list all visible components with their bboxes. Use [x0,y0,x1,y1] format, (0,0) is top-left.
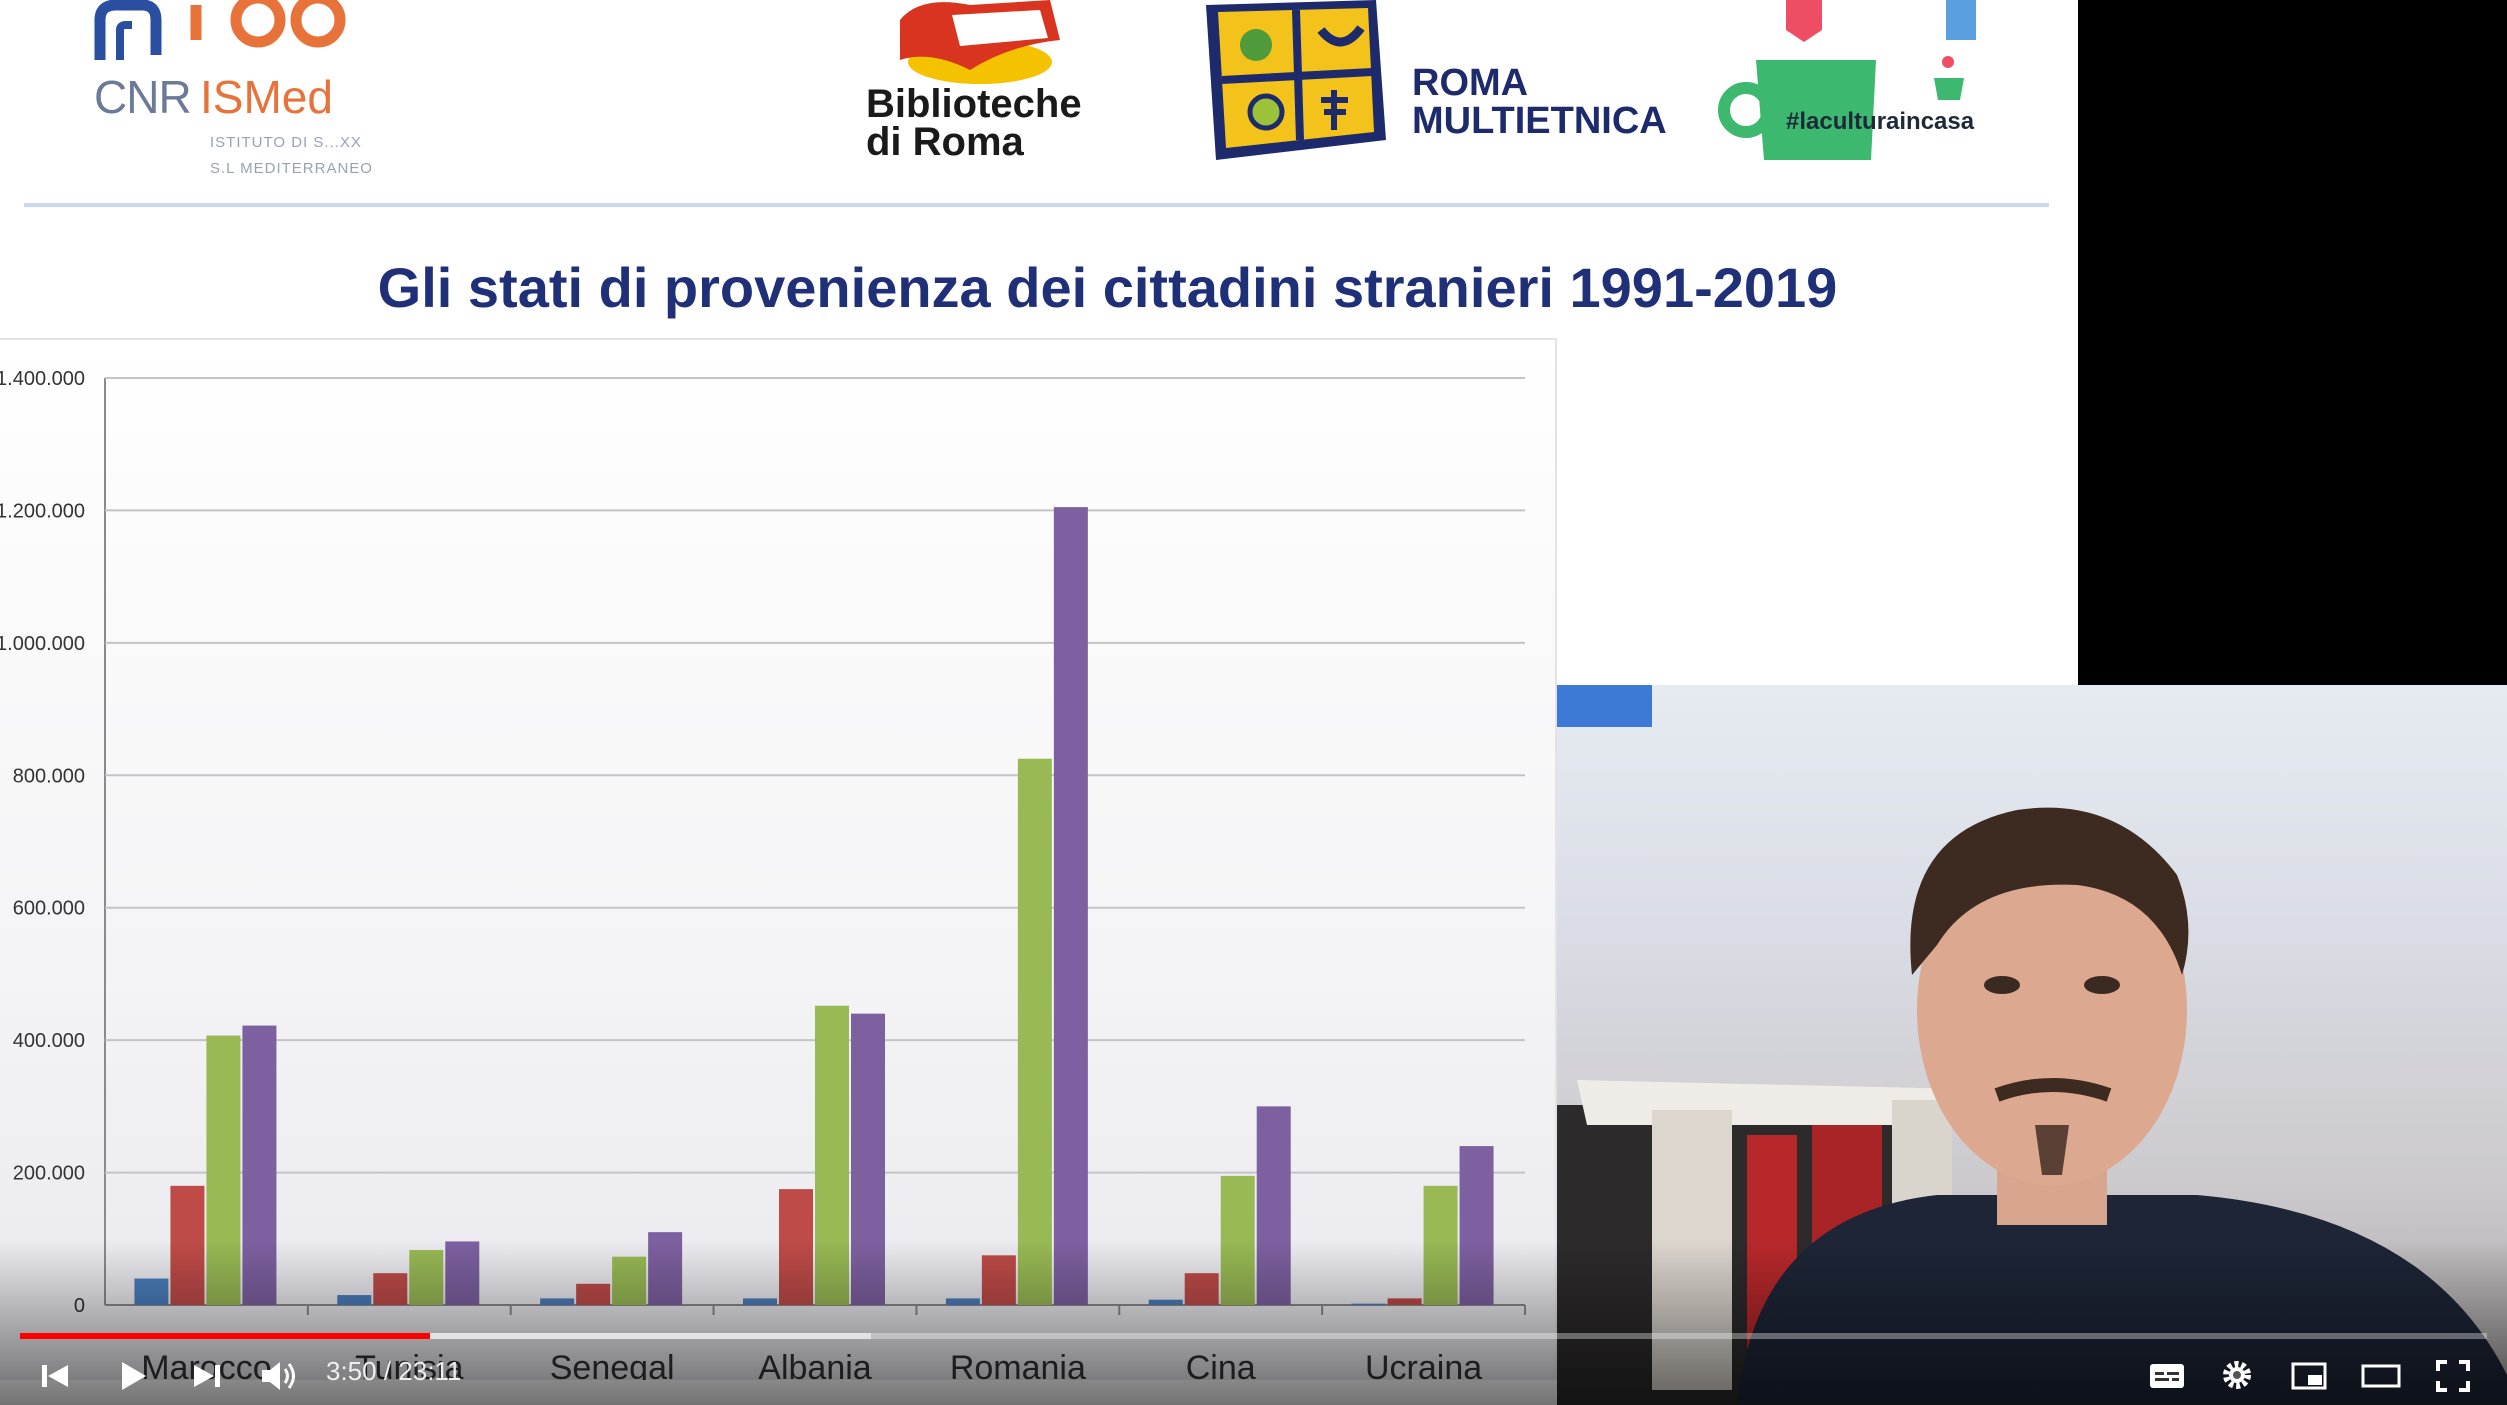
bar [1017,758,1052,1305]
y-tick-label: 600.000 [13,898,85,920]
subtitles-button[interactable] [2144,1354,2190,1398]
roma-multietnica-logo: ROMA MULTIETNICA [1196,0,1676,165]
speaker-hair [1910,807,2189,975]
mug-icon [1718,0,1976,160]
cnr-wordmark: CNR [94,71,192,123]
cultura-hashtag: #laculturaincasa [1786,108,1975,135]
slide-title: Gli stati di provenienza dei cittadini s… [377,256,1838,319]
ismed-wordmark: ISMed [200,71,333,123]
speaker-face [1917,835,2187,1185]
y-tick-label: 1.000.000 [0,633,85,655]
play-button[interactable] [108,1352,156,1400]
cnr-ismed-logo: CNR 100 ISMed ISTITUTO DI S...XX S.L MED… [86,0,406,185]
chart-panel: 0200.000400.000600.000800.0001.000.0001.… [0,338,1557,1380]
y-tick-label: 800.000 [13,765,85,787]
next-button[interactable] [184,1356,230,1396]
biblioteche-line2: di Roma [866,120,1024,164]
book-icon [900,0,1060,84]
speaker-eye [1984,976,2020,994]
cnr-subtitle-line2: S.L MEDITERRANEO [210,160,373,177]
progress-bar[interactable] [20,1333,2487,1339]
theater-icon [2361,1364,2401,1388]
chart-bars [134,507,1494,1305]
y-axis-labels: 0200.000400.000600.000800.0001.000.0001.… [0,368,85,1317]
progress-buffered [20,1333,872,1339]
previous-icon [42,1365,68,1387]
progress-played [20,1333,430,1339]
play-icon [122,1362,146,1390]
fullscreen-icon [2436,1360,2470,1392]
multietnica-emblem-icon [1206,0,1386,160]
gear-icon [2223,1361,2251,1389]
settings-button[interactable] [2214,1352,2260,1398]
speaker-moustache [1994,1078,2112,1102]
volume-icon [262,1362,295,1390]
controls-overlay [0,1240,2507,1405]
miniplayer-button[interactable] [2286,1354,2332,1398]
y-tick-label: 1.400.000 [0,368,85,390]
next-icon [194,1365,220,1387]
header-divider [24,203,2049,207]
biblioteche-line1: Biblioteche [866,82,1082,126]
bar-chart: 0200.000400.000600.000800.0001.000.0001.… [0,368,1526,1380]
y-tick-label: 400.000 [13,1030,85,1052]
previous-button[interactable] [32,1356,78,1396]
y-tick-label: 200.000 [13,1163,85,1185]
subtitles-icon [2150,1364,2184,1388]
roma-multietnica-line1: ROMA [1412,62,1529,104]
miniplayer-icon [2291,1362,2327,1390]
speaker-eye [2084,976,2120,994]
fullscreen-button[interactable] [2430,1354,2476,1398]
la-cultura-in-casa-logo: #laculturaincasa [1706,0,2006,165]
biblioteche-di-roma-logo: Biblioteche di Roma [860,0,1120,170]
poster-corner [1557,685,1652,727]
y-tick-label: 1.200.000 [0,500,85,522]
bar [1053,507,1088,1305]
cnr-subtitle-line1: ISTITUTO DI S...XX [210,134,362,151]
speaker-beard [2035,1125,2069,1175]
volume-button[interactable] [254,1354,302,1398]
letterbox-area [2078,0,2507,685]
time-display: 3:50 / 23:11 [326,1356,462,1386]
cnr-emblem-icon [94,0,346,60]
theater-mode-button[interactable] [2356,1354,2406,1398]
roma-multietnica-line2: MULTIETNICA [1412,100,1667,142]
